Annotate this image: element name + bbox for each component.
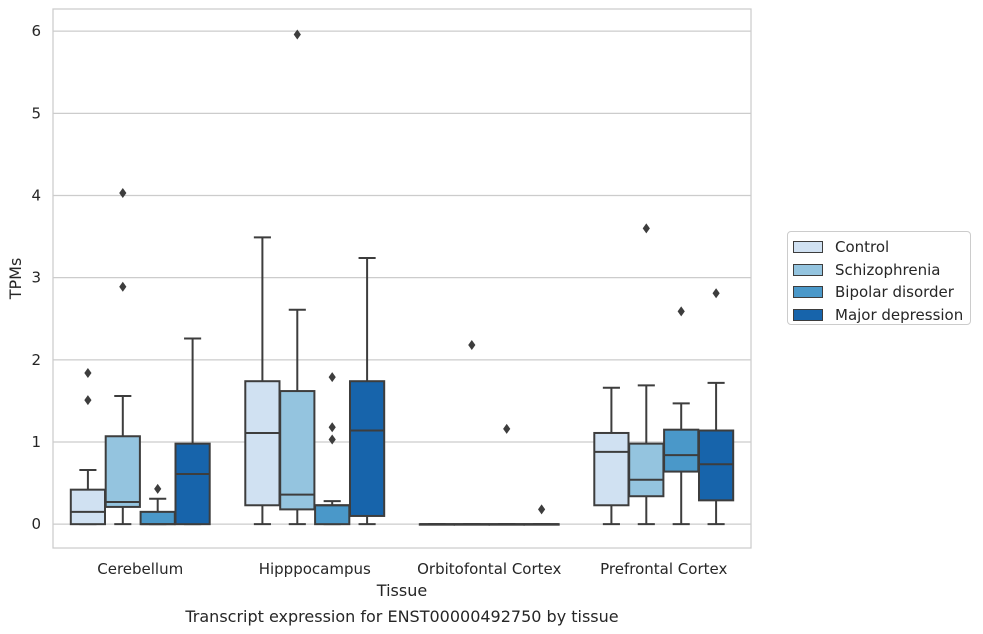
y-axis-label: TPMs xyxy=(6,258,25,301)
box-major-depression-prefrontal-cortex xyxy=(697,288,735,526)
y-tick-label: 3 xyxy=(31,269,41,287)
outlier-point xyxy=(538,504,546,515)
box-schizophrenia-cerebellum xyxy=(104,188,141,526)
legend-label-control: Control xyxy=(835,238,890,257)
box-iqr xyxy=(244,380,281,507)
box-iqr xyxy=(593,431,630,507)
box-elements xyxy=(69,29,735,526)
y-tick-label: 4 xyxy=(31,187,41,205)
outlier-point xyxy=(293,29,301,40)
outlier-point xyxy=(503,423,511,434)
box-iqr xyxy=(697,429,735,502)
legend-item-schizophrenia: Schizophrenia xyxy=(793,259,970,282)
outlier-point xyxy=(119,281,127,292)
outlier-point xyxy=(119,188,127,199)
x-tick-labels: Cerebellum Hipppocampus Orbitofontal Corte… xyxy=(97,560,727,578)
legend-swatch-major-depression xyxy=(793,308,823,321)
legend-label-schizophrenia: Schizophrenia xyxy=(835,260,941,279)
box-iqr xyxy=(279,390,316,511)
legend-label-bipolar-disorder: Bipolar disorder xyxy=(835,283,954,302)
x-tick-label-orbitofontal-cortex: Orbitofontal Cortex xyxy=(417,560,561,578)
x-tick-label-cerebellum: Cerebellum xyxy=(97,560,183,578)
box-iqr xyxy=(348,380,386,517)
legend-item-major-depression: Major depression xyxy=(793,304,970,327)
box-iqr xyxy=(314,504,351,526)
box-bipolar-disorder-prefrontal-cortex xyxy=(663,306,700,526)
outlier-point xyxy=(154,483,162,494)
outlier-point xyxy=(468,340,476,351)
outlier-point xyxy=(328,434,336,445)
legend: Control Schizophrenia Bipolar disorder M… xyxy=(787,231,971,325)
box-bipolar-disorder-cerebellum xyxy=(139,483,176,526)
box-control-hipppocampus xyxy=(244,236,281,526)
plot-frame xyxy=(52,8,752,549)
box-schizophrenia-orbitofontal-cortex xyxy=(453,340,490,526)
box-bipolar-disorder-orbitofontal-cortex xyxy=(488,423,525,526)
box-schizophrenia-prefrontal-cortex xyxy=(628,223,665,526)
outlier-point xyxy=(712,288,720,299)
box-iqr xyxy=(139,510,176,526)
box-bipolar-disorder-hipppocampus xyxy=(314,372,351,526)
legend-item-control: Control xyxy=(793,236,970,259)
box-major-depression-hipppocampus xyxy=(348,256,386,526)
legend-swatch-bipolar-disorder xyxy=(793,286,823,299)
box-iqr xyxy=(174,442,211,526)
y-tick-label: 2 xyxy=(31,351,41,369)
box-iqr xyxy=(69,488,107,526)
outlier-point xyxy=(642,223,650,234)
legend-swatch-schizophrenia xyxy=(793,263,823,276)
legend-swatch-control xyxy=(793,241,823,254)
legend-item-bipolar-disorder: Bipolar disorder xyxy=(793,281,970,304)
y-tick-labels: 0 1 2 3 4 5 6 xyxy=(31,22,41,533)
box-major-depression-orbitofontal-cortex xyxy=(523,504,560,526)
legend-label-major-depression: Major depression xyxy=(835,305,964,324)
x-tick-label-prefrontal-cortex: Prefrontal Cortex xyxy=(600,560,727,578)
outlier-point xyxy=(328,372,336,383)
y-tick-label: 5 xyxy=(31,104,41,122)
box-iqr xyxy=(663,428,700,473)
x-tick-label-hipppocampus: Hipppocampus xyxy=(259,560,371,578)
box-major-depression-cerebellum xyxy=(174,337,211,526)
box-iqr xyxy=(628,442,665,498)
y-tick-label: 0 xyxy=(31,515,41,533)
outlier-point xyxy=(328,422,336,433)
box-control-prefrontal-cortex xyxy=(593,386,630,526)
gridlines xyxy=(53,30,751,525)
y-tick-label: 6 xyxy=(31,22,41,40)
x-axis-label: Tissue xyxy=(376,581,427,600)
outlier-point xyxy=(677,306,685,317)
outlier-point xyxy=(84,367,92,378)
box-schizophrenia-hipppocampus xyxy=(279,29,316,526)
box-iqr xyxy=(104,435,141,508)
y-tick-label: 1 xyxy=(31,433,41,451)
box-control-cerebellum xyxy=(69,367,107,526)
chart-caption: Transcript expression for ENST0000049275… xyxy=(184,607,618,626)
box-control-orbitofontal-cortex xyxy=(418,523,456,526)
outlier-point xyxy=(84,395,92,406)
